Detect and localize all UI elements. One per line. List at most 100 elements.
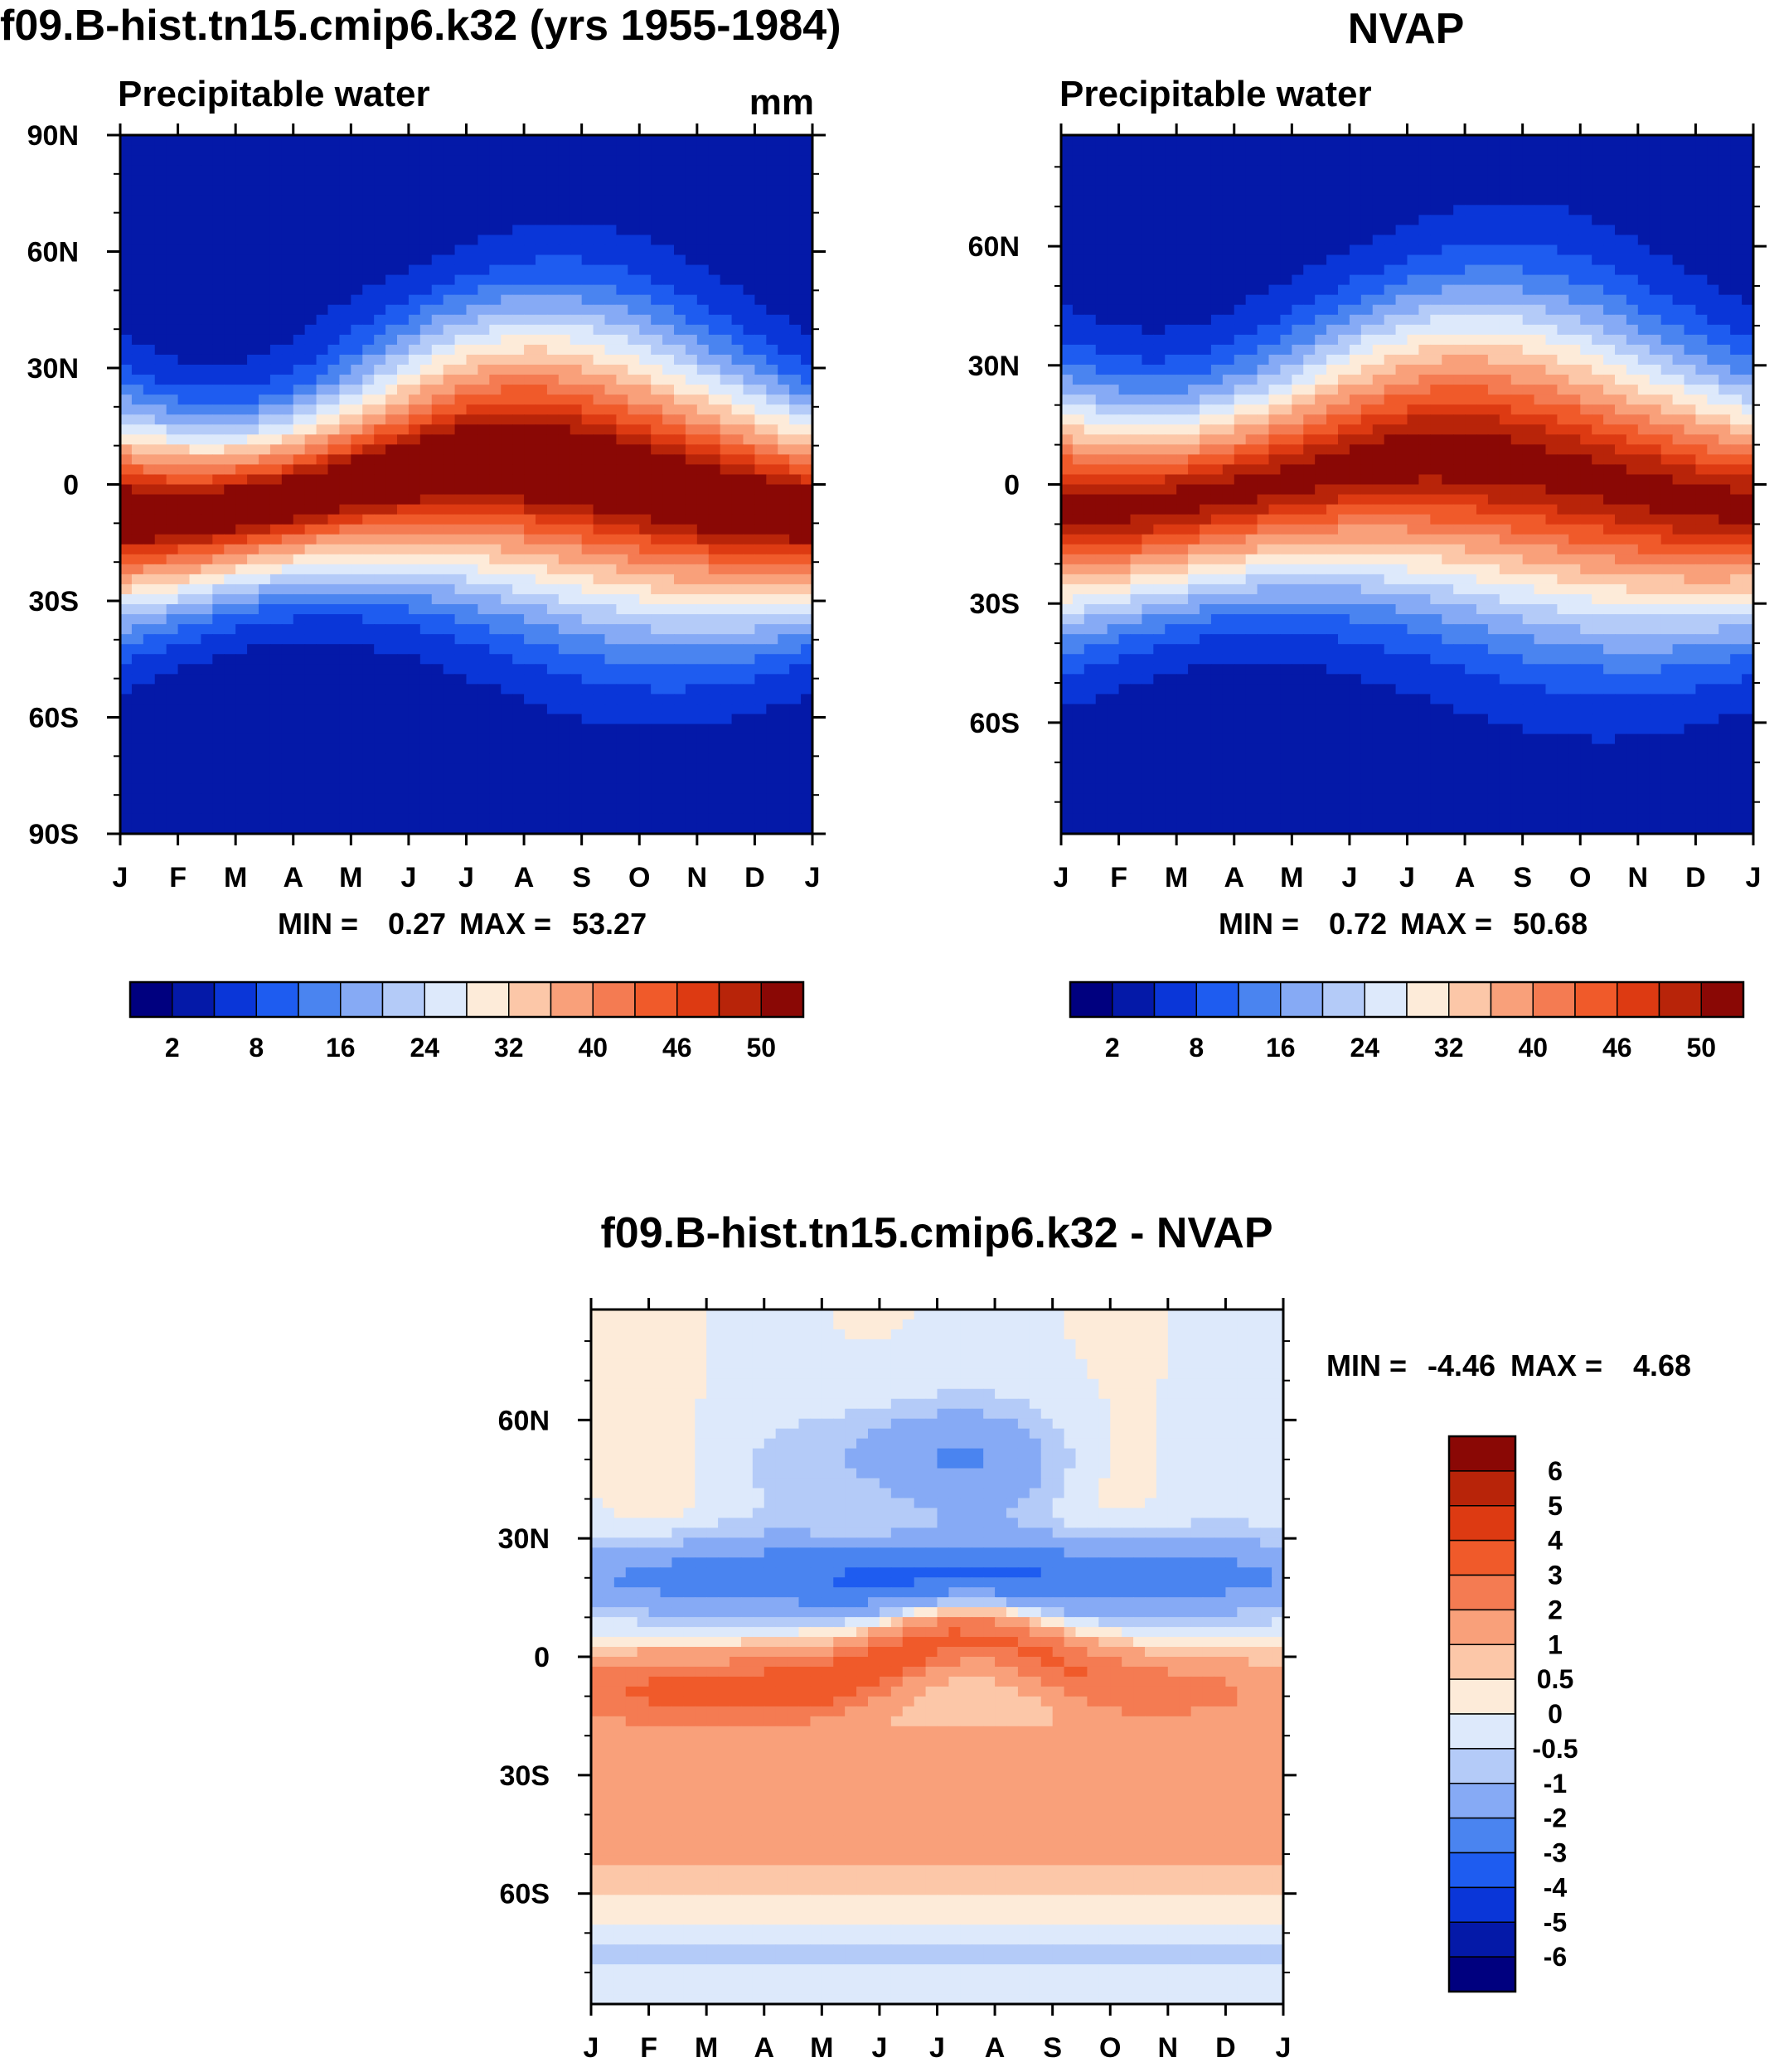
contour-cell xyxy=(778,793,790,805)
contour-cell xyxy=(524,714,536,725)
contour-cell xyxy=(177,444,191,455)
contour-cell xyxy=(546,444,560,455)
contour-cell xyxy=(374,235,386,246)
contour-cell xyxy=(766,634,778,645)
contour-cell xyxy=(362,414,375,425)
contour-cell xyxy=(131,354,144,366)
contour-cell xyxy=(1580,225,1592,236)
contour-cell xyxy=(408,454,421,466)
contour-cell xyxy=(1061,244,1074,256)
contour-cell xyxy=(431,534,444,545)
contour-cell xyxy=(466,504,479,516)
contour-cell xyxy=(339,644,351,655)
contour-cell xyxy=(1660,215,1674,225)
contour-cell xyxy=(374,404,386,415)
contour-cell xyxy=(339,364,351,375)
contour-cell xyxy=(558,574,571,585)
contour-cell xyxy=(177,165,191,176)
contour-cell xyxy=(639,714,652,725)
contour-cell xyxy=(1107,145,1120,156)
contour-cell xyxy=(131,664,144,675)
contour-cell xyxy=(1487,165,1500,176)
contour-cell xyxy=(558,304,571,316)
contour-cell xyxy=(1476,145,1489,156)
contour-cell xyxy=(674,364,686,375)
contour-cell xyxy=(1649,135,1662,146)
contour-cell xyxy=(419,634,433,645)
contour-cell xyxy=(489,474,502,486)
contour-cell xyxy=(754,225,767,236)
contour-cell xyxy=(1384,185,1397,196)
contour-cell xyxy=(501,554,513,565)
contour-cell xyxy=(674,773,686,785)
contour-cell xyxy=(731,694,744,705)
contour-cell xyxy=(570,244,583,256)
contour-cell xyxy=(385,404,398,415)
contour-cell xyxy=(720,165,733,176)
contour-cell xyxy=(224,474,236,486)
contour-cell xyxy=(362,344,375,356)
contour-cell xyxy=(327,155,341,166)
contour-cell xyxy=(166,714,179,725)
contour-cell xyxy=(1326,185,1339,196)
contour-cell xyxy=(801,624,813,635)
contour-cell xyxy=(362,175,375,186)
contour-cell xyxy=(731,474,744,486)
contour-cell xyxy=(327,614,341,625)
x-tick-label: F xyxy=(169,862,187,893)
contour-cell xyxy=(120,763,133,775)
contour-cell xyxy=(212,494,225,506)
contour-cell xyxy=(212,155,225,166)
contour-cell xyxy=(685,145,698,156)
contour-cell xyxy=(524,314,536,326)
contour-cell xyxy=(269,504,283,516)
contour-cell xyxy=(662,604,675,615)
contour-cell xyxy=(316,823,329,835)
contour-cell xyxy=(247,225,259,236)
contour-cell xyxy=(662,544,675,555)
contour-cell xyxy=(443,684,456,695)
contour-cell xyxy=(431,574,444,585)
contour-cell xyxy=(674,763,686,775)
contour-cell xyxy=(374,484,386,496)
contour-cell xyxy=(177,583,191,595)
contour-cell xyxy=(593,763,606,775)
contour-cell xyxy=(616,763,628,775)
contour-cell xyxy=(362,524,375,535)
contour-cell xyxy=(778,724,790,735)
contour-cell xyxy=(374,574,386,585)
contour-cell xyxy=(1384,195,1397,206)
contour-cell xyxy=(131,604,144,615)
contour-cell xyxy=(789,593,802,605)
contour-cell xyxy=(189,763,202,775)
contour-cell xyxy=(558,504,571,516)
contour-cell xyxy=(570,135,583,146)
contour-cell xyxy=(696,225,710,236)
contour-cell xyxy=(581,395,594,405)
contour-cell xyxy=(1360,175,1374,186)
contour-cell xyxy=(269,474,283,486)
contour-cell xyxy=(604,185,618,196)
contour-cell xyxy=(143,254,156,266)
contour-cell xyxy=(696,554,710,565)
contour-cell xyxy=(1200,195,1212,206)
contour-cell xyxy=(651,674,663,685)
contour-cell xyxy=(581,385,594,395)
contour-cell xyxy=(120,375,133,385)
contour-cell xyxy=(604,334,618,346)
contour-cell xyxy=(327,304,341,316)
contour-cell xyxy=(143,763,156,775)
contour-cell xyxy=(189,304,202,316)
contour-cell xyxy=(674,624,686,635)
contour-cell xyxy=(1222,215,1235,225)
contour-cell xyxy=(1568,135,1581,146)
contour-cell xyxy=(339,674,351,685)
contour-cell xyxy=(327,195,341,206)
contour-cell xyxy=(466,444,479,455)
contour-cell xyxy=(477,644,490,655)
contour-cell xyxy=(477,185,490,196)
contour-cell xyxy=(224,494,236,506)
contour-cell xyxy=(720,484,733,496)
contour-cell xyxy=(536,395,548,405)
contour-cell xyxy=(339,813,351,825)
